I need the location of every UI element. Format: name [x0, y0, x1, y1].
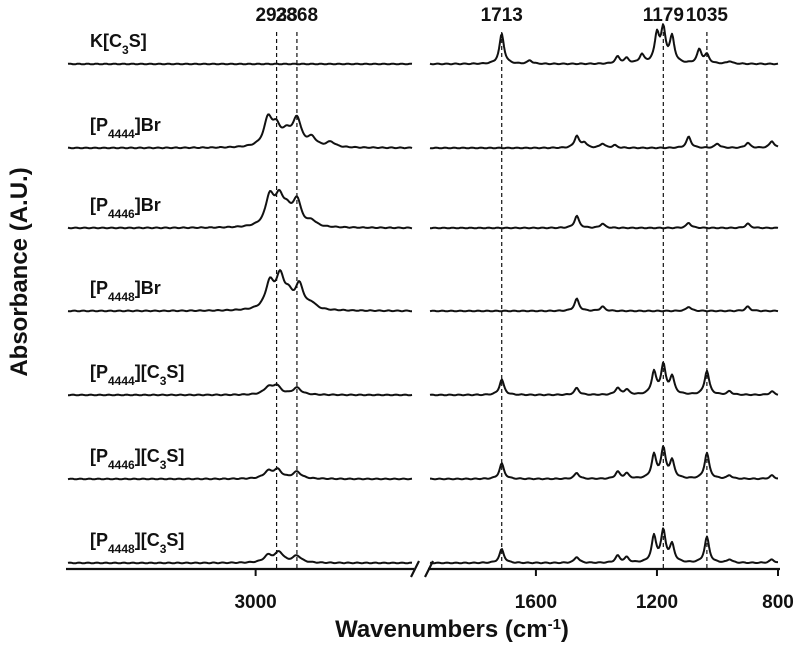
peak-label-1179: 1179 — [643, 5, 684, 26]
spectrum-trace-3-segment-1 — [67, 188, 413, 230]
peak-label-1713: 1713 — [481, 5, 523, 26]
sample-label-5: [P4444][C3S] — [90, 362, 184, 388]
x-tick-label-1600: 1600 — [515, 592, 557, 613]
spectrum-trace-7-segment-2 — [429, 527, 778, 565]
spectrum-trace-1-segment-2 — [429, 23, 779, 66]
spectrum-trace-5-segment-1 — [68, 383, 413, 397]
spectrum-trace-1-segment-1 — [67, 62, 413, 66]
spectrum-trace-2-segment-2 — [429, 134, 779, 150]
axis-break-mark-left — [410, 560, 420, 578]
peak-label-1035: 1035 — [686, 5, 729, 26]
x-axis-title: Wavenumbers (cm-1) — [335, 616, 569, 644]
sample-labels: K[C3S] [P4444]Br [P4446]Br [P4448]Br [P4444]… — [90, 31, 184, 556]
spectrum-trace-4-segment-1 — [67, 269, 412, 313]
spectra-traces — [67, 23, 779, 565]
y-axis-title: Absorbance (A.U.) — [6, 167, 33, 376]
spectrum-trace-4-segment-2 — [429, 297, 779, 313]
x-axis-title-main: Wavenumbers (cm — [335, 616, 548, 643]
x-axis-title-close: ) — [561, 616, 569, 643]
spectrum-trace-7-segment-1 — [67, 550, 413, 565]
sample-label-3: [P4446]Br — [90, 195, 161, 221]
reference-lines — [275, 32, 708, 569]
x-axis — [66, 560, 780, 578]
spectrum-trace-6-segment-2 — [430, 445, 778, 481]
axis-break-mark-right — [424, 560, 434, 578]
spectrum-trace-6-segment-1 — [67, 467, 413, 481]
sample-label-4: [P4448]Br — [90, 278, 161, 304]
x-tick-label-800: 800 — [762, 592, 794, 613]
sample-label-2: [P4444]Br — [90, 115, 161, 141]
x-tick-label-3000: 3000 — [234, 592, 276, 613]
x-tick-label-1200: 1200 — [636, 592, 678, 613]
sample-label-6: [P4446][C3S] — [90, 446, 184, 472]
peak-label-2868: 2868 — [276, 5, 318, 26]
x-tick-labels: 3000 1600 1200 800 — [234, 592, 793, 613]
spectrum-trace-3-segment-2 — [430, 214, 779, 230]
x-axis-title-sup: -1 — [548, 616, 561, 633]
sample-label-1: K[C3S] — [90, 31, 147, 57]
sample-label-7: [P4448][C3S] — [90, 530, 184, 556]
spectrum-trace-5-segment-2 — [429, 361, 779, 397]
spectrum-trace-2-segment-1 — [67, 113, 413, 150]
peak-label-2933: 2933 — [255, 5, 297, 26]
